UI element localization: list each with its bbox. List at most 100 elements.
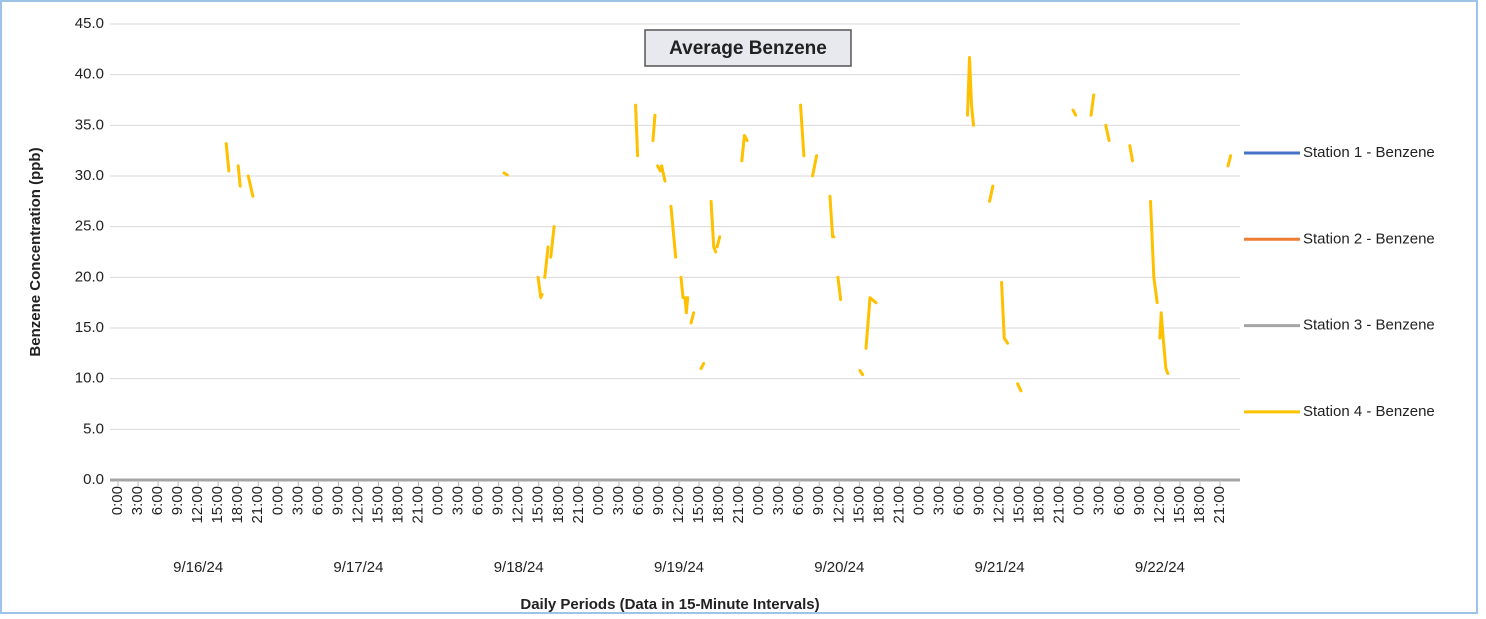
legend-label: Station 1 - Benzene [1303,144,1435,161]
day-label: 9/21/24 [975,559,1025,576]
series-line [715,235,722,249]
x-tick-label: 15:00 [850,486,867,524]
x-tick-label: 15:00 [209,486,226,524]
x-tick-label: 21:00 [249,486,266,524]
x-tick-label: 15:00 [690,486,707,524]
day-label: 9/16/24 [173,559,223,576]
legend-label: Station 3 - Benzene [1303,317,1435,334]
series-line [246,174,255,198]
series-line [634,103,640,158]
y-tick-label: 30.0 [75,167,104,184]
x-tick-label: 0:00 [910,486,927,515]
y-tick-label: 10.0 [75,370,104,387]
series-line [224,142,231,173]
series-line [864,296,878,350]
x-tick-label: 21:00 [570,486,587,524]
y-tick-label: 40.0 [75,66,104,83]
chart-title: Average Benzene [669,38,827,59]
x-tick-label: 0:00 [109,486,126,515]
series-line [811,154,819,178]
x-tick-label: 18:00 [389,486,406,524]
series-line [1104,123,1111,143]
series-line [669,204,678,259]
y-tick-label: 20.0 [75,268,104,285]
series-line [1158,311,1170,376]
series-line [651,113,657,143]
series-line [536,275,544,300]
x-tick-label: 12:00 [670,486,687,524]
x-tick-label: 9:00 [1131,486,1148,515]
x-tick-label: 18:00 [1191,486,1208,524]
series-line [740,133,749,163]
day-label: 9/22/24 [1135,559,1185,576]
legend-label: Station 4 - Benzene [1303,403,1435,420]
title-box [644,29,852,67]
y-tick-label: 25.0 [75,218,104,235]
y-axis-label: Benzene Concentration (ppb) [27,147,44,356]
x-tick-label: 15:00 [1011,486,1028,524]
y-tick-label: 15.0 [75,319,104,336]
series-line [1016,382,1023,393]
x-tick-label: 0:00 [1071,486,1088,515]
x-axis-label: Daily Periods (Data in 15-Minute Interva… [520,596,819,613]
x-tick-label: 12:00 [510,486,527,524]
x-tick-label: 12:00 [1151,486,1168,524]
x-tick-label: 15:00 [530,486,547,524]
x-tick-label: 0:00 [590,486,607,515]
x-tick-label: 3:00 [610,486,627,515]
x-tick-label: 0:00 [430,486,447,515]
day-label: 9/20/24 [814,559,864,576]
day-label: 9/18/24 [494,559,544,576]
series-line [699,361,706,371]
x-tick-label: 6:00 [1111,486,1128,515]
y-tick-label: 45.0 [75,15,104,32]
x-tick-label: 3:00 [289,486,306,515]
series-line [709,199,718,254]
x-tick-label: 3:00 [1091,486,1108,515]
series-line [656,164,667,183]
series-line [549,225,556,259]
x-tick-label: 18:00 [710,486,727,524]
x-tick-label: 3:00 [129,486,146,515]
series-line [988,184,995,203]
x-tick-label: 15:00 [369,486,386,524]
x-tick-label: 9:00 [971,486,988,515]
series-line [236,164,242,188]
x-tick-label: 18:00 [229,486,246,524]
x-tick-label: 12:00 [189,486,206,524]
series-line [799,103,806,158]
x-tick-label: 18:00 [550,486,567,524]
series-line [679,275,690,315]
x-tick-label: 6:00 [309,486,326,515]
x-tick-label: 6:00 [790,486,807,515]
x-tick-label: 6:00 [630,486,647,515]
series-line [543,245,550,279]
x-tick-label: 12:00 [830,486,847,524]
x-tick-label: 6:00 [149,486,166,515]
x-tick-label: 3:00 [930,486,947,515]
x-tick-label: 15:00 [1171,486,1188,524]
x-tick-label: 6:00 [470,486,487,515]
x-tick-label: 12:00 [349,486,366,524]
series-line [502,171,509,177]
series-line [689,311,696,325]
series-line [858,369,865,377]
x-tick-label: 21:00 [1051,486,1068,524]
x-tick-label: 21:00 [890,486,907,524]
x-tick-label: 3:00 [770,486,787,515]
y-tick-label: 0.0 [83,471,104,488]
x-tick-label: 0:00 [750,486,767,515]
x-tick-label: 9:00 [810,486,827,515]
series-line [1071,108,1078,117]
x-tick-label: 21:00 [1211,486,1228,524]
series-line [836,275,843,302]
x-tick-label: 0:00 [269,486,286,515]
x-tick-label: 12:00 [991,486,1008,524]
legend-label: Station 2 - Benzene [1303,230,1435,247]
x-tick-label: 9:00 [650,486,667,515]
x-tick-label: 6:00 [950,486,967,515]
x-tick-label: 21:00 [410,486,427,524]
series-line [1226,154,1233,168]
day-label: 9/17/24 [333,559,383,576]
